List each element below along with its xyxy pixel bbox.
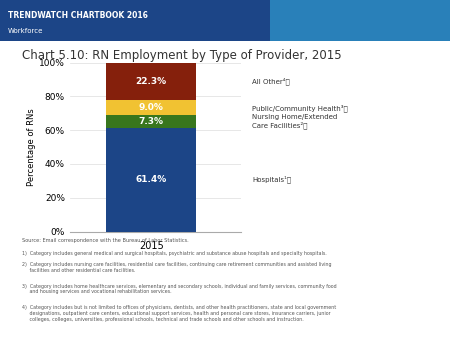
Text: 7.3%: 7.3%: [139, 117, 164, 126]
Text: All Other⁴⧅: All Other⁴⧅: [252, 77, 290, 85]
Text: Source: Email correspondence with the Bureau of Labor Statistics.: Source: Email correspondence with the Bu…: [22, 238, 189, 243]
Text: Hospitals¹⧅: Hospitals¹⧅: [252, 176, 291, 184]
Y-axis label: Percentage of RNs: Percentage of RNs: [27, 108, 36, 186]
Bar: [106, 128, 196, 232]
Text: Nursing Home/Extended
Care Facilities²⧅: Nursing Home/Extended Care Facilities²⧅: [252, 114, 337, 129]
Text: 4)  Category includes but is not limited to offices of physicians, dentists, and: 4) Category includes but is not limited …: [22, 305, 337, 322]
Bar: [106, 100, 196, 116]
Text: 9.0%: 9.0%: [139, 103, 164, 112]
Text: 61.4%: 61.4%: [135, 175, 167, 184]
Bar: [106, 116, 196, 128]
Text: 3)  Category includes home healthcare services, elementary and secondary schools: 3) Category includes home healthcare ser…: [22, 284, 337, 294]
Text: 22.3%: 22.3%: [135, 77, 167, 86]
Text: TRENDWATCH CHARTBOOK 2016: TRENDWATCH CHARTBOOK 2016: [8, 11, 148, 20]
Text: Chart 5.10: RN Employment by Type of Provider, 2015: Chart 5.10: RN Employment by Type of Pro…: [22, 49, 342, 62]
Text: 2)  Category includes nursing care facilities, residential care facilities, cont: 2) Category includes nursing care facili…: [22, 262, 332, 273]
Text: Public/Community Health³⧅: Public/Community Health³⧅: [252, 104, 348, 112]
Bar: [106, 63, 196, 100]
Text: 1)  Category includes general medical and surgical hospitals, psychiatric and su: 1) Category includes general medical and…: [22, 251, 327, 256]
Text: Workforce: Workforce: [8, 28, 44, 34]
